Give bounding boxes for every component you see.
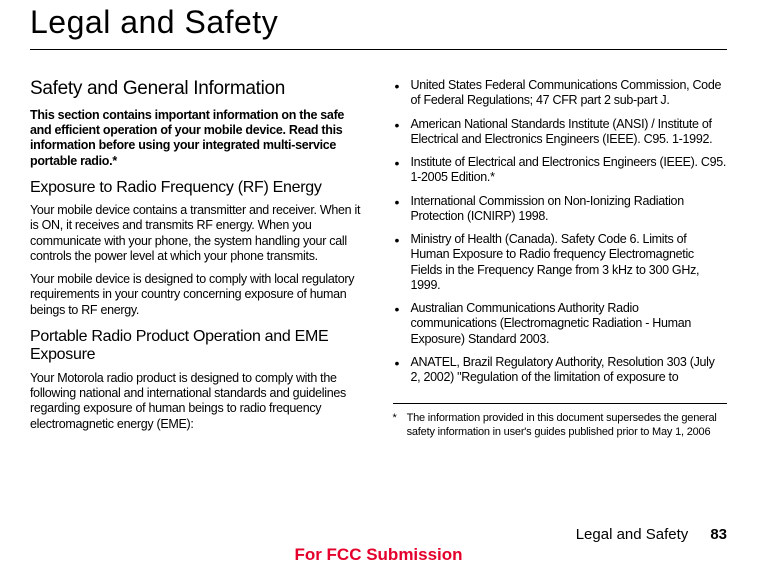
footnote: * The information provided in this docum…: [393, 412, 728, 440]
body-paragraph: Your Motorola radio product is designed …: [30, 371, 365, 432]
body-paragraph: Your mobile device is designed to comply…: [30, 272, 365, 318]
section-heading-safety-info: Safety and General Information: [30, 78, 365, 100]
two-column-layout: Safety and General Information This sect…: [30, 78, 727, 440]
footnote-asterisk: *: [393, 412, 397, 440]
footnote-rule: [393, 403, 728, 404]
footer-section-name: Legal and Safety: [576, 526, 689, 543]
list-item: ANATEL, Brazil Regulatory Authority, Res…: [393, 355, 728, 386]
page-footer: Legal and Safety 83: [576, 526, 727, 543]
fcc-submission-label: For FCC Submission: [294, 545, 462, 565]
title-rule: [30, 49, 727, 50]
list-item: Ministry of Health (Canada). Safety Code…: [393, 232, 728, 293]
footnote-text: The information provided in this documen…: [407, 412, 727, 440]
list-item: International Commission on Non-Ionizing…: [393, 194, 728, 225]
subsection-heading-rf: Exposure to Radio Frequency (RF) Energy: [30, 179, 365, 197]
list-item: Institute of Electrical and Electronics …: [393, 155, 728, 186]
list-item: Australian Communications Authority Radi…: [393, 301, 728, 347]
standards-list: United States Federal Communications Com…: [393, 78, 728, 385]
left-column: Safety and General Information This sect…: [30, 78, 365, 440]
list-item: American National Standards Institute (A…: [393, 117, 728, 148]
page-title: Legal and Safety: [30, 4, 727, 41]
footer-page-number: 83: [710, 526, 727, 543]
intro-bold-paragraph: This section contains important informat…: [30, 108, 365, 169]
body-paragraph: Your mobile device contains a transmitte…: [30, 203, 365, 264]
list-item: United States Federal Communications Com…: [393, 78, 728, 109]
right-column: United States Federal Communications Com…: [393, 78, 728, 440]
subsection-heading-eme: Portable Radio Product Operation and EME…: [30, 328, 365, 365]
